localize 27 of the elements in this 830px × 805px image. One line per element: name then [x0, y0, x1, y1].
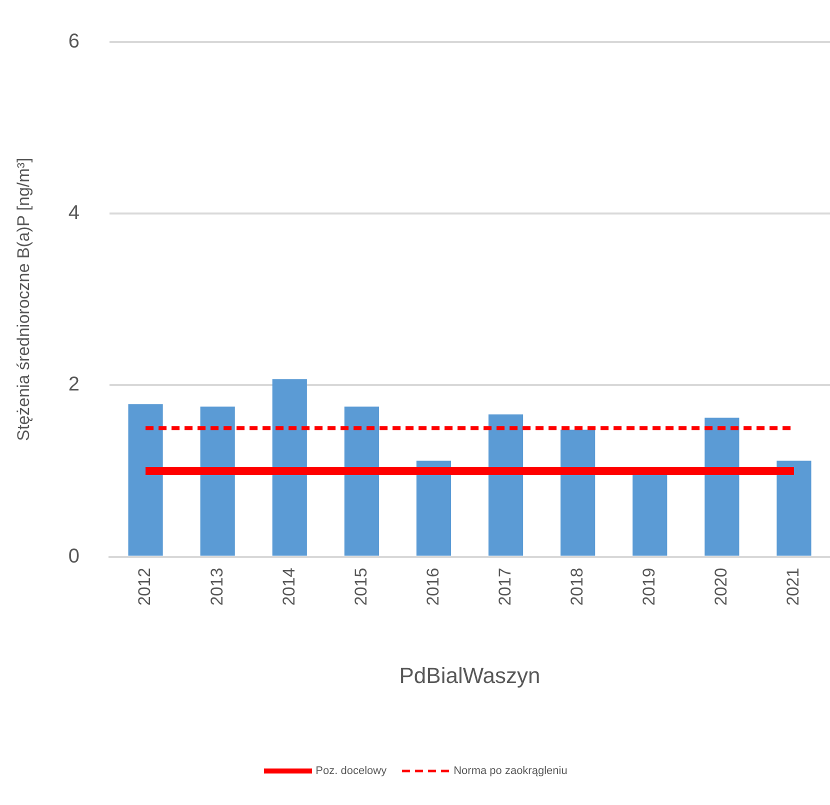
x-tick-label: 2021 [784, 568, 803, 606]
x-tick-label: 2015 [351, 568, 370, 606]
y-tick-label: 2 [68, 374, 80, 396]
x-tick-label: 2016 [423, 568, 442, 606]
y-axis-title: Stężenia średnioroczne B(a)P [ng/m³] [14, 158, 33, 441]
bar [344, 406, 379, 556]
x-tick-label: 2017 [495, 568, 514, 606]
bar [488, 414, 524, 556]
bar [416, 460, 452, 556]
legend-label: Poz. docelowy [316, 765, 387, 777]
x-axis-title: PdBialWaszyn [399, 662, 540, 688]
x-tick-label: 2014 [279, 568, 298, 606]
legend-label: Norma po zaokrągleniu [454, 765, 568, 777]
bar [776, 460, 812, 556]
bar [632, 474, 668, 556]
x-tick-label: 2020 [712, 568, 731, 606]
x-tick-label: 2018 [568, 568, 587, 606]
y-tick-label: 6 [68, 30, 80, 53]
y-tick-label: 0 [68, 545, 80, 568]
bar [272, 379, 307, 556]
y-tick-label: 4 [68, 202, 80, 224]
bar [128, 404, 163, 556]
x-tick-label: 2012 [135, 568, 154, 606]
bar [200, 406, 235, 556]
bar [560, 430, 596, 556]
x-tick-label: 2019 [640, 568, 659, 606]
x-tick-label: 2013 [207, 568, 226, 606]
